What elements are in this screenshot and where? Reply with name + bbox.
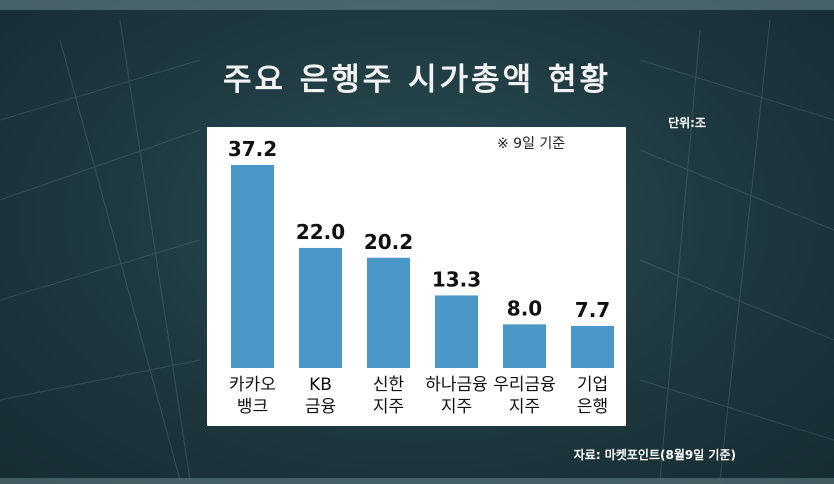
category-label-3-0: 하나금융: [425, 375, 488, 395]
bar-1: [299, 247, 342, 368]
category-label-5-0: 기업: [577, 375, 608, 395]
bar-2: [367, 257, 410, 368]
page-title: 주요 은행주 시가총액 현황: [222, 62, 612, 98]
bar-4: [503, 324, 546, 368]
category-label-5-1: 은행: [577, 397, 608, 417]
value-label-5: 7.7: [575, 298, 610, 322]
bar-0: [231, 165, 274, 368]
unit-label: 단위:조: [668, 116, 706, 130]
category-label-2-0: 신한: [373, 375, 405, 395]
source-label: 자료: 마켓포인트(8월9일 기준): [573, 448, 736, 462]
category-label-3-1: 지주: [441, 397, 472, 417]
category-label-0-1: 뱅크: [237, 397, 268, 417]
chart-note: ※ 9일 기준: [497, 136, 566, 152]
bottom-frame-bar: [0, 478, 834, 484]
category-label-4-0: 우리금융: [493, 375, 556, 395]
value-label-2: 20.2: [364, 230, 413, 254]
category-label-1-1: 금융: [305, 397, 336, 417]
value-label-4: 8.0: [507, 296, 542, 320]
category-label-2-1: 지주: [373, 397, 404, 417]
category-label-1-0: KB: [309, 375, 332, 395]
top-frame-bar: [0, 0, 834, 10]
value-label-0: 37.2: [228, 137, 277, 161]
value-label-1: 22.0: [296, 220, 345, 244]
category-label-4-1: 지주: [509, 397, 540, 417]
bar-chart: 37.2카카오뱅크22.0KB금융20.2신한지주13.3하나금융지주8.0우리…: [228, 137, 614, 417]
chart-panel: 37.2 카카오 뱅크 22.0 KB 금융 20.2 신한 지주 13.3 하나금융 지주 8.0 우리…: [207, 127, 626, 426]
category-label-0-0: 카카오: [229, 375, 276, 395]
bar-5: [571, 325, 614, 368]
bar-3: [435, 295, 478, 368]
value-label-3: 13.3: [432, 267, 481, 291]
